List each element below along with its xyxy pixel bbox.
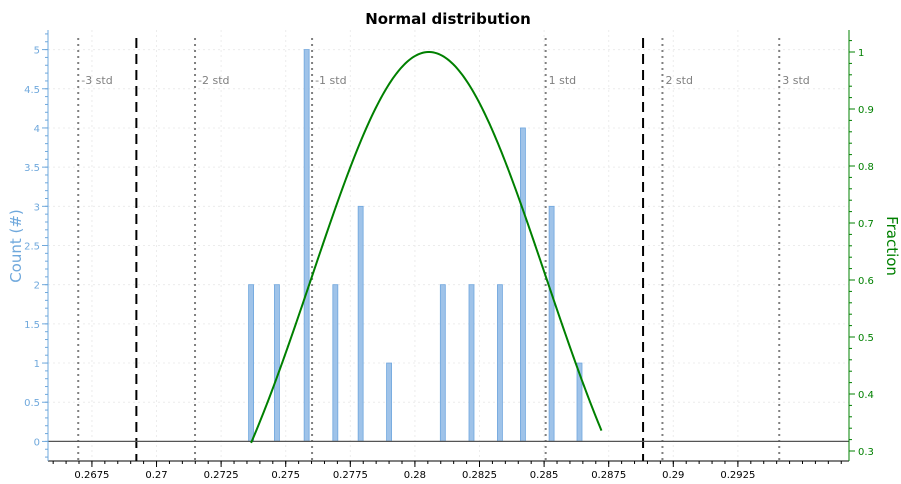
y2-tick-label: 0.9 — [858, 105, 874, 116]
x-tick-label: 0.2825 — [462, 470, 497, 481]
std-label: -1 std — [315, 74, 347, 87]
histogram-bar — [386, 362, 392, 442]
x-tick-label: 0.2925 — [720, 470, 755, 481]
histogram-bar — [468, 284, 475, 442]
histogram-bar — [520, 127, 526, 442]
histogram-bar — [548, 205, 555, 442]
y-tick-label: 2 — [34, 281, 40, 292]
y2-tick-label: 0.6 — [858, 276, 874, 287]
y-axis-left: 0 0.5 1 1.5 2 2.5 3 3.5 4 4.5 5 — [24, 30, 49, 461]
x-tick-label: 0.2775 — [333, 470, 368, 481]
y2-axis-title: Fraction — [883, 216, 901, 276]
y-tick-label: 1.5 — [24, 320, 40, 331]
y2-tick-label: 0.8 — [858, 162, 874, 173]
y2-tick-label: 0.3 — [858, 447, 874, 458]
y2-tick-label: 0.4 — [858, 390, 874, 401]
y-tick-label: 2.5 — [24, 242, 40, 253]
y-axis-title: Count (#) — [7, 209, 25, 283]
y-tick-label: 3 — [34, 202, 40, 213]
x-tick-label: 0.275 — [271, 470, 300, 481]
histogram-bars — [248, 49, 583, 442]
x-tick-label: 0.2875 — [591, 470, 626, 481]
histogram-bar — [274, 284, 280, 442]
std-label: -3 std — [81, 74, 113, 87]
y-axis-right: 0.3 0.4 0.5 0.6 0.7 0.8 0.9 1 — [848, 30, 874, 461]
x-tick-label: 0.2675 — [74, 470, 109, 481]
histogram-bar — [497, 284, 503, 442]
std-label: -2 std — [198, 74, 230, 87]
normal-curve — [250, 51, 603, 444]
chart-title: Normal distribution — [365, 10, 531, 28]
histogram-bar — [303, 49, 310, 442]
y-tick-label: 3.5 — [24, 163, 40, 174]
gaussian-curve — [250, 51, 603, 444]
y-tick-label: 1 — [34, 359, 40, 370]
std-label: 3 std — [782, 74, 810, 87]
x-axis: 0.2675 0.27 0.2725 0.275 0.2775 0.28 0.2825 0.2… — [48, 460, 849, 481]
std-label: 1 std — [549, 74, 577, 87]
histogram-bar — [357, 205, 364, 442]
std-label: 2 std — [665, 74, 693, 87]
histogram-bar — [332, 284, 339, 442]
histogram-bar — [248, 284, 254, 442]
x-tick-label: 0.2725 — [204, 470, 239, 481]
y-tick-label: 4 — [34, 124, 40, 135]
x-tick-label: 0.29 — [662, 470, 684, 481]
histogram-bar — [439, 284, 446, 442]
y-tick-label: 0 — [34, 437, 40, 448]
x-tick-label: 0.28 — [404, 470, 426, 481]
x-tick-label: 0.285 — [530, 470, 559, 481]
y2-tick-label: 0.7 — [858, 219, 874, 230]
y2-tick-label: 0.5 — [858, 333, 874, 344]
y-tick-label: 5 — [34, 46, 40, 57]
y-tick-label: 0.5 — [24, 398, 40, 409]
std-lines: -3 std -2 std -1 std 1 std 2 std 3 std — [77, 38, 810, 461]
x-tick-label: 0.27 — [145, 470, 167, 481]
grid — [48, 30, 849, 461]
y2-tick-label: 1 — [858, 48, 864, 59]
y-tick-label: 4.5 — [24, 85, 40, 96]
